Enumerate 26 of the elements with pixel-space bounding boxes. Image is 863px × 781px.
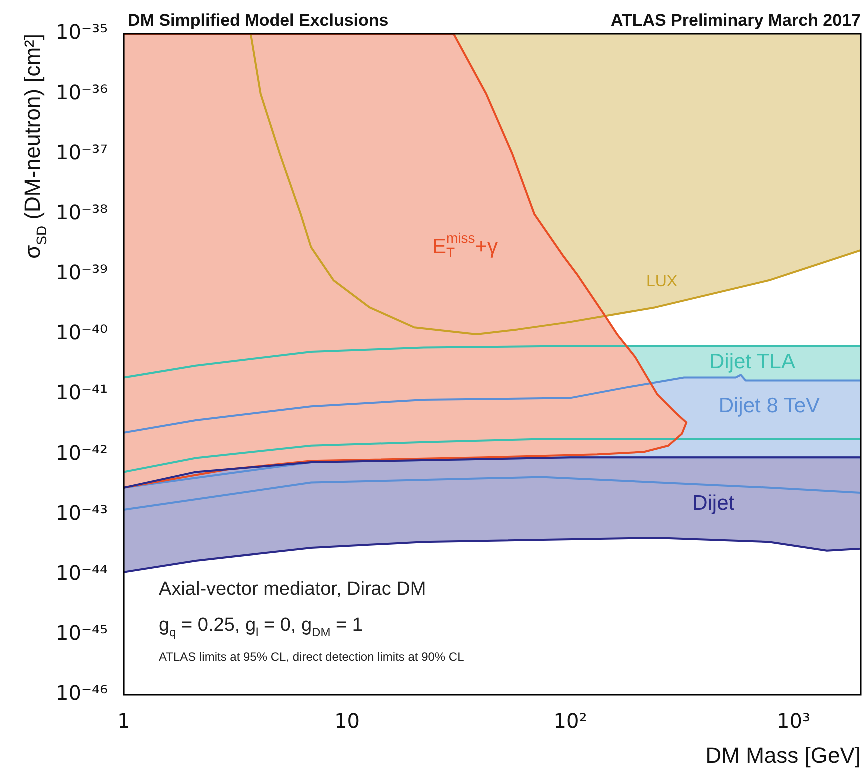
annotation: Axial-vector mediator, Dirac DM — [159, 579, 426, 600]
x-tick-label: 10³ — [777, 709, 811, 734]
y-tick-label: 10⁻³⁸ — [56, 200, 108, 224]
y-tick-label: 10⁻⁴³ — [56, 500, 108, 525]
chart-subtitle: ATLAS Preliminary March 2017 — [610, 11, 861, 30]
annotation: Dijet — [692, 492, 735, 515]
y-tick-label: 10⁻⁴⁵ — [56, 621, 108, 646]
y-tick-label: 10⁻⁴⁶ — [56, 681, 108, 706]
x-tick-label: 10² — [554, 709, 588, 734]
annotation: ATLAS limits at 95% CL, direct detection limits at 90% CL — [159, 650, 465, 664]
chart-title: DM Simplified Model Exclusions — [128, 11, 389, 30]
y-tick-label: 10⁻³⁹ — [56, 260, 108, 285]
y-tick-label: 10⁻⁴⁰ — [56, 320, 108, 345]
x-axis-title: DM Mass [GeV] — [706, 743, 862, 768]
y-tick-label: 10⁻⁴² — [56, 440, 108, 465]
y-tick-label: 10⁻³⁷ — [56, 140, 108, 164]
annotation: LUX — [646, 273, 678, 290]
annotation: Dijet 8 TeV — [718, 394, 820, 418]
y-tick-label: 10⁻⁴¹ — [56, 380, 108, 405]
y-tick-label: 10⁻³⁵ — [56, 20, 108, 44]
y-tick-label: 10⁻⁴⁴ — [56, 561, 108, 586]
x-tick-label: 10 — [334, 709, 360, 734]
annotation: Dijet TLA — [709, 350, 796, 374]
y-axis-title: σSD (DM-neutron) [cm²] — [20, 34, 50, 259]
y-tick-label: 10⁻³⁶ — [56, 80, 108, 104]
x-tick-label: 1 — [118, 709, 130, 734]
